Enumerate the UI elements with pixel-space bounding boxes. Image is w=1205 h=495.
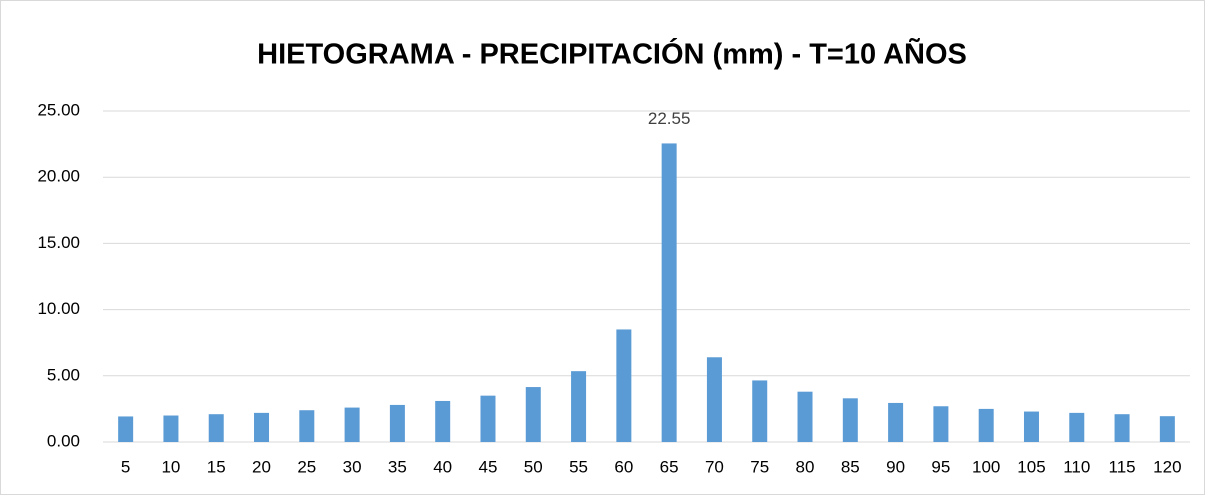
bar [525,387,541,442]
x-tick-label: 120 [1153,457,1181,476]
bar [208,414,224,442]
data-label: 22.55 [648,109,691,128]
bar [344,407,360,442]
bar [163,415,179,442]
bar [571,371,587,442]
bar [480,395,496,442]
x-tick-label: 45 [479,457,498,476]
bar [1114,414,1130,442]
y-tick-label: 20.00 [37,167,80,186]
x-tick-label: 5 [121,457,130,476]
bar [254,412,270,442]
bar [752,380,768,442]
x-tick-label: 110 [1063,457,1090,476]
bar [1023,411,1039,442]
x-tick-label: 30 [343,457,362,476]
x-tick-label: 65 [660,457,679,476]
x-tick-label: 115 [1109,457,1136,476]
bar [842,398,858,442]
x-tick-label: 70 [705,457,724,476]
x-tick-label: 25 [297,457,316,476]
y-tick-label: 0.00 [47,431,80,450]
y-tick-label: 25.00 [37,100,80,119]
bar [797,391,813,442]
x-tick-label: 50 [524,457,543,476]
bar [933,406,949,442]
y-tick-label: 10.00 [37,299,80,318]
x-tick-label: 55 [569,457,588,476]
x-tick-label: 35 [388,457,407,476]
bar [706,357,722,442]
chart-title: HIETOGRAMA - PRECIPITACIÓN (mm) - T=10 A… [257,37,967,71]
bar [1069,412,1085,442]
x-tick-label: 105 [1017,457,1045,476]
x-tick-label: 95 [931,457,950,476]
x-tick-label: 15 [207,457,226,476]
bar [888,402,904,442]
y-tick-label: 15.00 [37,233,80,252]
x-tick-label: 60 [614,457,633,476]
bar [978,408,994,442]
bar [661,143,677,443]
bar [389,404,405,442]
x-tick-label: 20 [252,457,271,476]
bar [616,329,632,442]
x-tick-label: 75 [750,457,769,476]
x-tick-label: 80 [796,457,815,476]
bar [299,410,315,442]
x-tick-label: 100 [972,457,1000,476]
x-tick-label: 90 [886,457,905,476]
bar [118,416,134,442]
x-tick-label: 85 [841,457,860,476]
bar [435,400,451,442]
y-tick-label: 5.00 [47,365,80,384]
x-tick-label: 10 [161,457,180,476]
x-tick-label: 40 [433,457,452,476]
bar [1159,416,1175,442]
